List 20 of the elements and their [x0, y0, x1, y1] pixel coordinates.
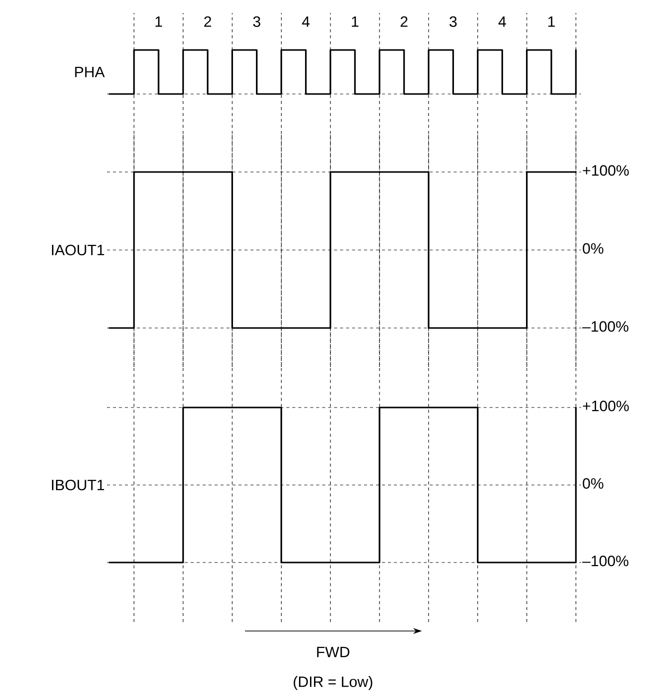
y-tick-label: +100% [582, 400, 629, 412]
y-axis-title: IAOUT1 [52, 244, 104, 256]
text: FWD [317, 646, 350, 658]
x-tick-label: 3 [450, 16, 457, 27]
x-tick-label: 2 [204, 16, 212, 27]
y-axis-title: PHA [75, 66, 105, 78]
y-tick-label: +100% [582, 165, 629, 176]
x-tick-label: 1 [156, 16, 162, 27]
x-tick-label: 1 [548, 16, 555, 27]
y-tick-label: 0% [582, 478, 604, 489]
x-tick-label: 3 [253, 16, 260, 27]
y-tick-label: –100% [582, 556, 628, 566]
x-tick-label: 4 [498, 16, 506, 27]
x-tick-label: 4 [302, 16, 310, 27]
y-tick-label: –100% [582, 321, 628, 332]
y-tick-label: 0% [582, 243, 604, 254]
text: (DIR = Low) [294, 676, 372, 690]
x-tick-label: 1 [352, 16, 358, 27]
y-axis-title: IBOUT1 [52, 480, 104, 490]
x-tick-label: 2 [400, 16, 408, 27]
